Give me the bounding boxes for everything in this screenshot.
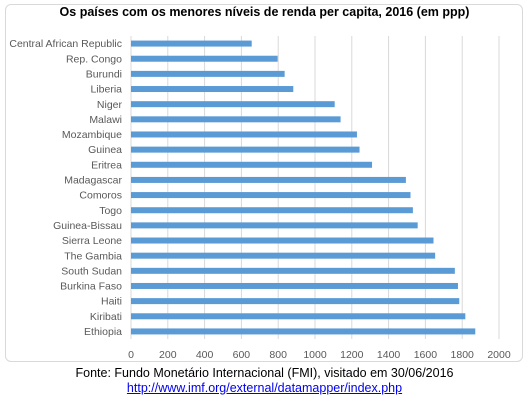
bar — [131, 70, 285, 77]
source-text: Fonte: Fundo Monetário Internacional (FM… — [75, 366, 454, 380]
bar — [131, 192, 411, 199]
x-tick-label: 1000 — [303, 349, 327, 361]
x-tick-label: 1600 — [414, 349, 438, 361]
y-tick-label: Central African Republic — [9, 38, 122, 50]
bar — [131, 86, 294, 93]
x-tick-label: 800 — [269, 349, 287, 361]
bar — [131, 328, 476, 335]
y-tick-label: South Sudan — [61, 265, 122, 277]
y-tick-label: Niger — [97, 99, 123, 111]
bar — [131, 161, 373, 168]
x-tick-label: 1400 — [377, 349, 401, 361]
y-tick-label: Liberia — [90, 84, 122, 96]
bar — [131, 116, 341, 123]
bar — [131, 252, 436, 259]
bar — [131, 222, 418, 229]
y-tick-label: Burundi — [86, 68, 122, 80]
y-tick-label: Burkina Faso — [60, 281, 122, 293]
x-tick-label: 600 — [233, 349, 251, 361]
x-tick-label: 200 — [159, 349, 177, 361]
y-tick-label: Madagascar — [64, 175, 122, 187]
bar — [131, 282, 458, 289]
bar — [131, 267, 455, 274]
y-tick-label: Malawi — [89, 114, 122, 126]
bar — [131, 55, 278, 62]
chart-title: Os países com os menores níveis de renda… — [59, 5, 470, 19]
y-tick-label: Haiti — [101, 296, 122, 308]
bar — [131, 176, 406, 183]
y-tick-label: Comoros — [79, 190, 122, 202]
y-tick-label: The Gambia — [64, 250, 122, 262]
y-tick-label: Togo — [99, 205, 122, 217]
y-tick-label: Mozambique — [62, 129, 122, 141]
x-tick-label: 400 — [196, 349, 214, 361]
bar-chart: 0 200 400 600 800 1000 1200 1400 1600 1800 2000 Cen… — [9, 36, 511, 361]
bar — [131, 237, 434, 244]
y-tick-label: Ethiopia — [84, 326, 122, 338]
x-tick-label: 0 — [128, 349, 134, 361]
y-tick-label: Guinea-Bissau — [53, 220, 122, 232]
x-tick-label: 1800 — [451, 349, 475, 361]
bar — [131, 298, 460, 305]
y-tick-label: Kiribati — [90, 311, 122, 323]
source-note: Fonte: Fundo Monetário Internacional (FM… — [0, 366, 529, 396]
bar — [131, 131, 357, 138]
source-link[interactable]: http://www.imf.org/external/datamapper/i… — [126, 381, 403, 395]
y-tick-label: Rep. Congo — [66, 53, 122, 65]
y-tick-label: Sierra Leone — [62, 235, 122, 247]
bar — [131, 146, 360, 153]
y-tick-label: Guinea — [88, 144, 122, 156]
bar — [131, 101, 335, 108]
bar — [131, 207, 413, 214]
x-tick-label: 1200 — [340, 349, 364, 361]
y-tick-label: Eritrea — [91, 159, 122, 171]
x-tick-label: 2000 — [487, 349, 511, 361]
bar — [131, 313, 466, 320]
bar — [131, 40, 252, 47]
